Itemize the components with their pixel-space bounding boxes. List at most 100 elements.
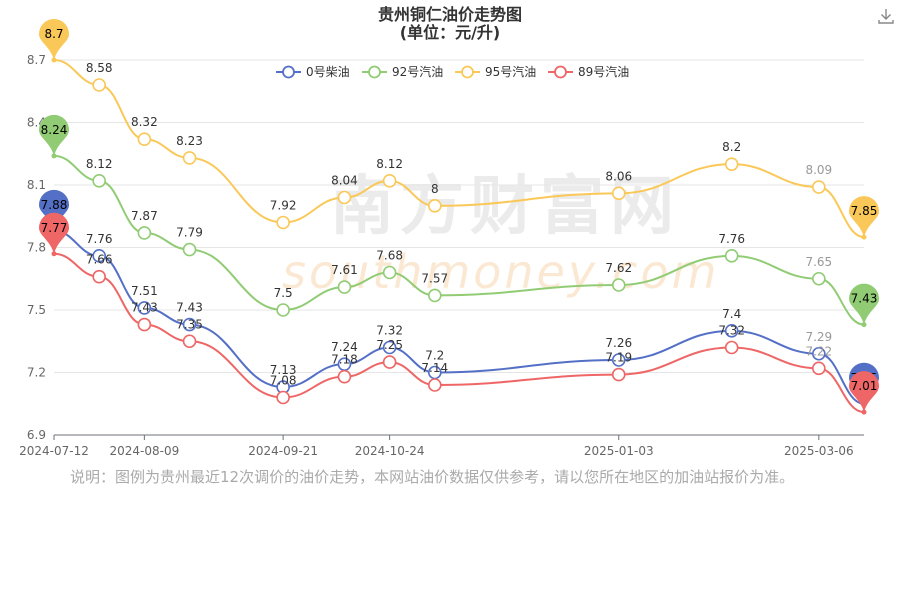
- legend-label: 92号汽油: [392, 64, 443, 79]
- y-tick-label: 8.7: [27, 53, 46, 67]
- data-label: 8.23: [176, 134, 203, 148]
- y-tick-label: 8.1: [27, 178, 46, 192]
- marker-pin-shape: [849, 371, 879, 413]
- data-label: 8.58: [86, 61, 113, 75]
- legend-label: 0号柴油: [306, 65, 350, 79]
- data-point: [427, 199, 442, 213]
- marker-pin: 8.7: [39, 19, 69, 60]
- data-point: [92, 78, 106, 92]
- data-label: 8.06: [605, 169, 632, 183]
- marker-pin-label: 8.24: [41, 123, 68, 137]
- x-tick-label: 2024-08-09: [109, 444, 179, 458]
- data-label: 7.79: [176, 226, 203, 240]
- legend-marker: [461, 65, 474, 79]
- marker-pin-shape: [39, 19, 69, 60]
- data-label: 8.12: [86, 157, 113, 171]
- data-label: 7.13: [270, 363, 297, 377]
- data-point: [812, 271, 826, 286]
- legend: 0号柴油 92号汽油 95号汽油 89号汽油: [276, 64, 629, 79]
- data-label: 7.92: [270, 199, 297, 213]
- y-tick-label: 7.8: [27, 241, 46, 255]
- data-label: 7.68: [376, 249, 403, 263]
- data-label: 7.32: [376, 324, 403, 338]
- data-point: [382, 174, 397, 188]
- legend-item: 89号汽油: [548, 64, 629, 79]
- data-label: 7.65: [805, 255, 832, 269]
- data-point: [611, 278, 626, 292]
- data-label: 7.61: [331, 263, 358, 277]
- legend-item: 92号汽油: [362, 64, 443, 79]
- data-point: [92, 249, 106, 263]
- data-point: [812, 346, 826, 361]
- data-label: 7.51: [131, 284, 158, 298]
- data-point: [382, 340, 397, 355]
- marker-pin-shape: [849, 283, 879, 325]
- data-point: [611, 186, 626, 201]
- watermark-en: southmoney.com: [282, 245, 719, 299]
- data-label: 8.09: [805, 163, 832, 177]
- marker-pin-label: 7.77: [41, 221, 68, 235]
- x-tick-label: 2025-01-03: [584, 444, 654, 458]
- marker-pin-label: 7.88: [41, 198, 68, 212]
- data-point: [724, 340, 739, 355]
- data-point: [182, 151, 197, 165]
- data-label: 7.76: [718, 232, 745, 246]
- legend-label: 95号汽油: [485, 64, 536, 79]
- marker-pin-shape: [39, 114, 69, 156]
- x-tick-label: 2024-10-24: [355, 444, 425, 458]
- chart-note: 说明：图例为贵州最近12次调价的油价走势，本网站油价数据仅供参考，请以您所在地区…: [70, 468, 795, 486]
- download-icon-glyph: [878, 9, 894, 24]
- x-tick-label: 2024-09-21: [248, 444, 318, 458]
- data-label: 7.25: [376, 338, 403, 352]
- marker-pin: 7.43: [849, 283, 879, 325]
- data-label: 8.2: [722, 140, 741, 154]
- data-point: [812, 180, 826, 194]
- data-point: [276, 303, 290, 317]
- data-point: [427, 288, 442, 303]
- marker-pin-label: 7.85: [851, 204, 878, 218]
- data-point: [137, 132, 152, 146]
- legend-item: 95号汽油: [455, 64, 536, 79]
- marker-pin: 8.24: [39, 114, 69, 156]
- data-point: [382, 265, 397, 280]
- y-tick-label: 6.9: [27, 428, 46, 442]
- data-point: [182, 317, 197, 332]
- data-label: 7.19: [605, 351, 632, 365]
- data-point: [427, 378, 442, 392]
- data-point: [182, 334, 197, 349]
- data-point: [724, 249, 739, 263]
- markers: 7.887.058.247.438.77.857.777.01: [39, 19, 879, 413]
- data-label: 8.32: [131, 115, 158, 129]
- chart-subtitle: (单位：元/升): [400, 23, 500, 42]
- marker-pin-label: 7.43: [851, 292, 878, 306]
- data-label: 7.66: [86, 253, 113, 267]
- data-label: 8.12: [376, 157, 403, 171]
- data-labels: 7.76 7.51 7.43 7.13 7.24 7.32 7.2 7.26 7.4 7.29 8.…: [86, 61, 832, 388]
- download-icon[interactable]: [876, 6, 896, 26]
- marker-pin: 7.85: [849, 196, 879, 238]
- y-tick-label: 7.5: [27, 303, 46, 317]
- data-point: [724, 324, 739, 338]
- data-point: [724, 157, 739, 171]
- legend-marker: [282, 65, 295, 79]
- data-point: [182, 242, 197, 257]
- y-tick-label: 7.2: [27, 366, 46, 380]
- data-label: 7.29: [805, 330, 832, 344]
- data-point: [276, 215, 290, 230]
- data-label: 7.26: [605, 336, 632, 350]
- data-point: [337, 190, 352, 205]
- data-point: [337, 369, 352, 384]
- data-point: [137, 226, 152, 240]
- chart-title: 贵州铜仁油价走势图: [378, 5, 522, 24]
- data-label: 7.87: [131, 209, 158, 223]
- marker-pin-shape: [39, 189, 69, 231]
- data-label: 7.4: [722, 307, 741, 321]
- marker-pin-shape: [849, 196, 879, 238]
- series: [51, 57, 867, 415]
- data-label: 7.57: [421, 271, 448, 285]
- data-point: [92, 269, 106, 284]
- marker-pin-label: 7.01: [851, 379, 878, 393]
- data-label: 7.24: [331, 340, 358, 354]
- data-label: 7.32: [718, 324, 745, 338]
- data-label: 7.76: [86, 232, 113, 246]
